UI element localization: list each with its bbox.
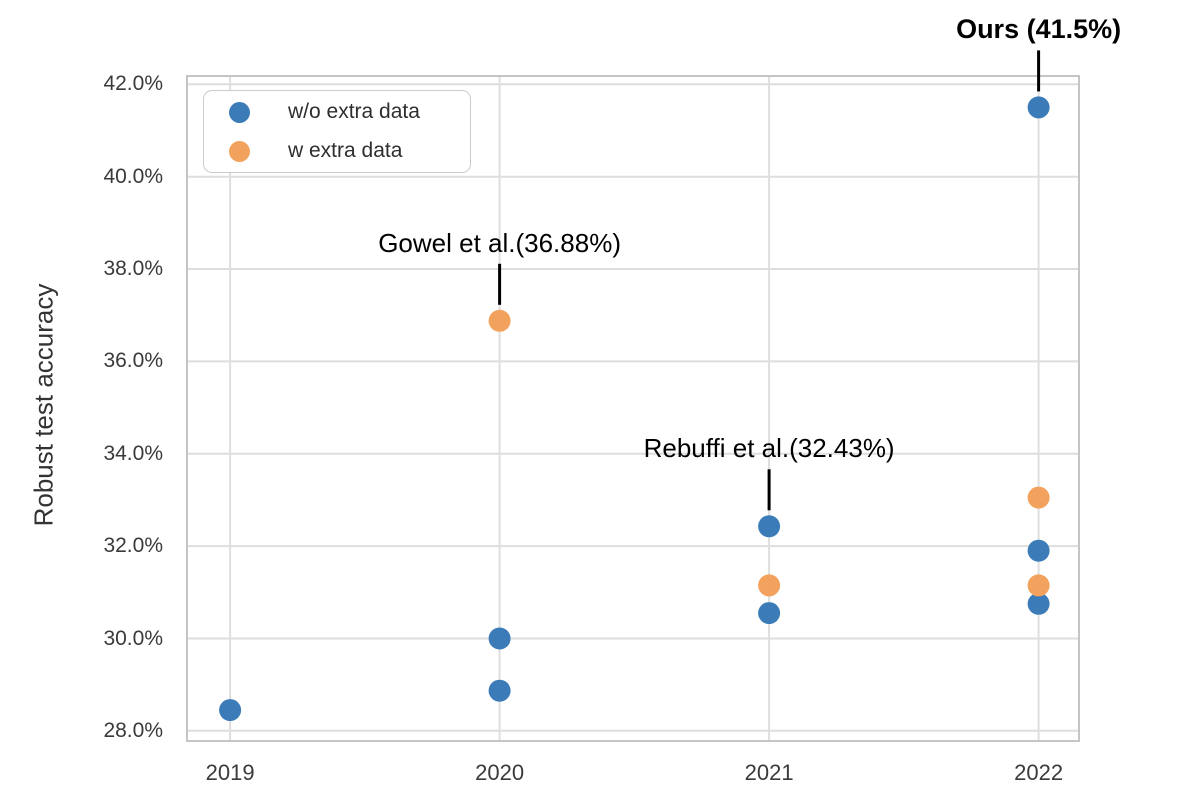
x-tick-label: 2020 xyxy=(475,760,525,785)
legend-swatch-orange-icon xyxy=(229,140,250,162)
x-tick-label: 2019 xyxy=(205,760,255,785)
scatter-point xyxy=(1027,539,1050,562)
annotation-label: Ours (41.5%) xyxy=(956,14,1122,45)
y-tick-label: 30.0% xyxy=(103,626,163,650)
legend-item-without-extra-data: w/o extra data xyxy=(204,93,470,132)
scatter-point xyxy=(488,309,511,332)
plot-border xyxy=(186,75,1080,742)
scatter-point xyxy=(1027,96,1050,119)
y-tick-label: 40.0% xyxy=(103,164,163,188)
scatter-point xyxy=(488,627,511,650)
y-axis-title: Robust test accuracy xyxy=(28,283,59,527)
x-tick-label: 2022 xyxy=(1014,760,1064,785)
annotation-label: Rebuffi et al.(32.43%) xyxy=(643,433,895,464)
legend-item-with-extra-data: w extra data xyxy=(204,132,470,171)
legend-label: w/o extra data xyxy=(288,100,420,123)
scatter-point xyxy=(488,679,511,702)
legend-swatch-blue-icon xyxy=(229,101,250,123)
scatter-point xyxy=(758,602,781,625)
scatter-point xyxy=(758,574,781,597)
y-tick-label: 38.0% xyxy=(103,257,163,280)
scatter-point xyxy=(1027,592,1050,615)
scatter-point xyxy=(1027,486,1050,509)
x-tick-label: 2021 xyxy=(744,760,794,785)
legend-label: w extra data xyxy=(288,139,403,162)
annotation-label: Gowel et al.(36.88%) xyxy=(378,227,621,258)
y-tick-label: 36.0% xyxy=(103,349,163,373)
y-tick-label: 42.0% xyxy=(103,72,163,96)
y-tick-label: 32.0% xyxy=(103,534,163,558)
scatter-point xyxy=(758,515,781,538)
scatter-point xyxy=(219,699,242,722)
y-tick-label: 34.0% xyxy=(103,441,163,465)
legend: w/o extra data w extra data xyxy=(203,90,471,173)
scatter-point xyxy=(1027,574,1050,597)
y-tick-label: 28.0% xyxy=(103,718,163,742)
